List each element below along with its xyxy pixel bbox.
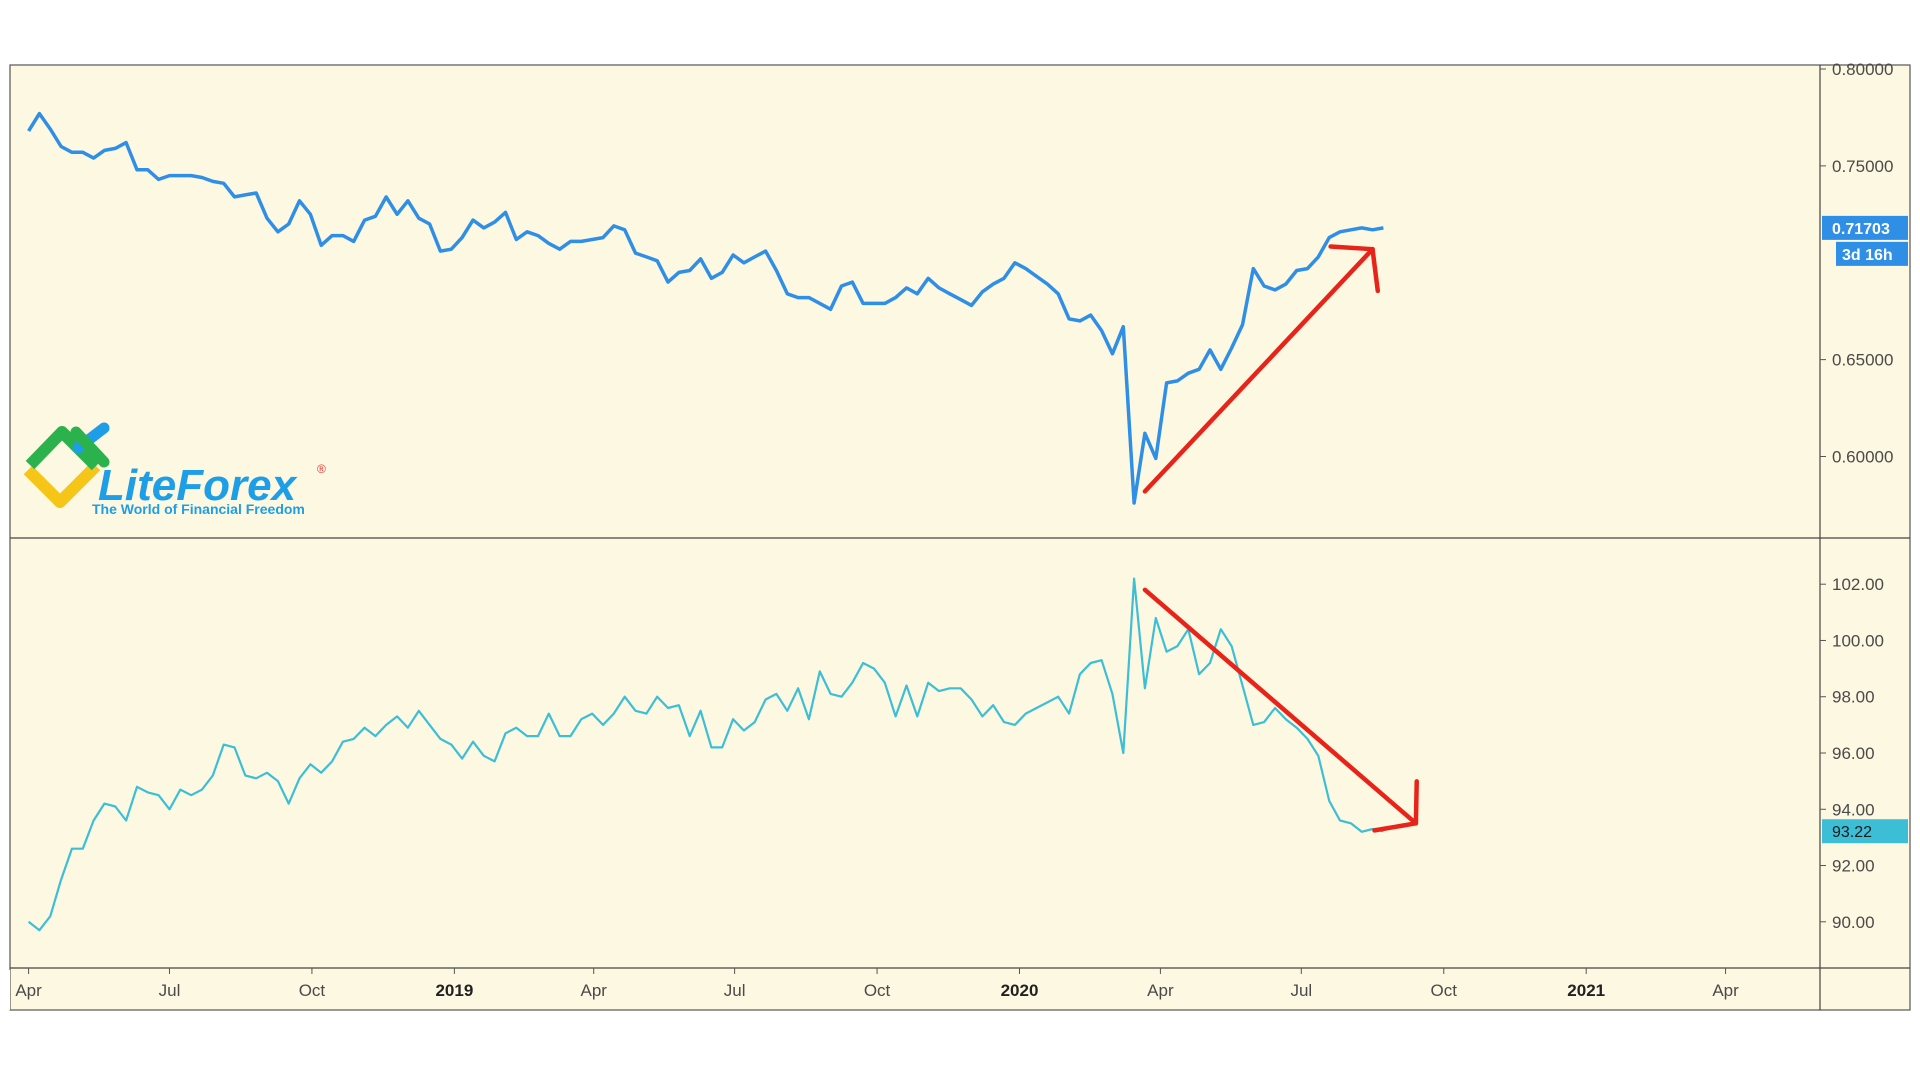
y-tick-label: 0.80000 (1832, 60, 1893, 79)
upper-last-value-label: 0.71703 (1832, 221, 1890, 238)
logo-wordmark: LiteForex (98, 461, 298, 510)
lower-last-value-badge (1822, 819, 1908, 844)
lower-series-line (27, 577, 1384, 932)
arrowhead-stroke (1372, 821, 1419, 833)
lower-pane: 102.00 100.00 98.00 96.00 94.00 92.00 90.00 93.… (27, 575, 1908, 932)
trend-arrow-up (1142, 246, 1375, 494)
x-tick-label: 2021 (1567, 981, 1605, 1000)
x-tick-label: Oct (299, 981, 326, 1000)
y-tick-label: 0.75000 (1832, 157, 1893, 176)
arrowhead-stroke (1328, 244, 1375, 252)
y-tick-label: 92.00 (1832, 857, 1875, 876)
x-tick-label: Apr (580, 981, 607, 1000)
lower-pane-bg (10, 538, 1820, 968)
y-tick-label: 0.60000 (1832, 448, 1893, 467)
liteforex-logo: LiteForex ® The World of Financial Freed… (23, 422, 326, 517)
y-tick-label: 0.65000 (1832, 351, 1893, 370)
y-tick-label: 96.00 (1832, 744, 1875, 763)
y-tick-label: 100.00 (1832, 631, 1884, 650)
x-tick-label: 2020 (1001, 981, 1039, 1000)
logo-mark-icon (23, 422, 110, 508)
lower-last-value-label: 93.22 (1832, 824, 1872, 841)
x-tick-label: Apr (1712, 981, 1739, 1000)
y-tick-label: 98.00 (1832, 688, 1875, 707)
annotations (1142, 244, 1419, 833)
x-tick-label: Oct (864, 981, 891, 1000)
logo-registered-mark: ® (317, 462, 326, 476)
y-tick-label: 94.00 (1832, 800, 1875, 819)
x-axis-left-mask (0, 970, 10, 1010)
upper-last-value-badge (1822, 215, 1908, 240)
x-tick-label: Jul (724, 981, 746, 1000)
x-tick-label: 2019 (435, 981, 473, 1000)
x-tick-label: Jul (1290, 981, 1312, 1000)
arrowhead-stroke (1413, 779, 1419, 826)
countdown-badge (1836, 241, 1908, 266)
x-axis-bg (10, 968, 1820, 1010)
x-axis: Apr Jul Oct 2019 Apr Jul Oct 2020 Apr Jul Oct 2021 A… (0, 968, 1739, 1010)
x-tick-label: Jul (159, 981, 181, 1000)
upper-series-line (27, 111, 1384, 505)
x-tick-label: Apr (15, 981, 42, 1000)
trend-arrow-down (1142, 587, 1419, 826)
logo-tagline: The World of Financial Freedom (92, 501, 305, 517)
x-tick-label: Apr (1147, 981, 1174, 1000)
y-tick-label: 90.00 (1832, 913, 1875, 932)
upper-pane: 0.80000 0.75000 0.65000 0.60000 0.71703 3d 16… (27, 60, 1908, 505)
countdown-label: 3d 16h (1842, 247, 1893, 264)
upper-pane-bg (10, 65, 1820, 538)
arrowhead-stroke (1370, 246, 1381, 294)
y-tick-label: 102.00 (1832, 575, 1884, 594)
x-tick-label: Oct (1431, 981, 1458, 1000)
